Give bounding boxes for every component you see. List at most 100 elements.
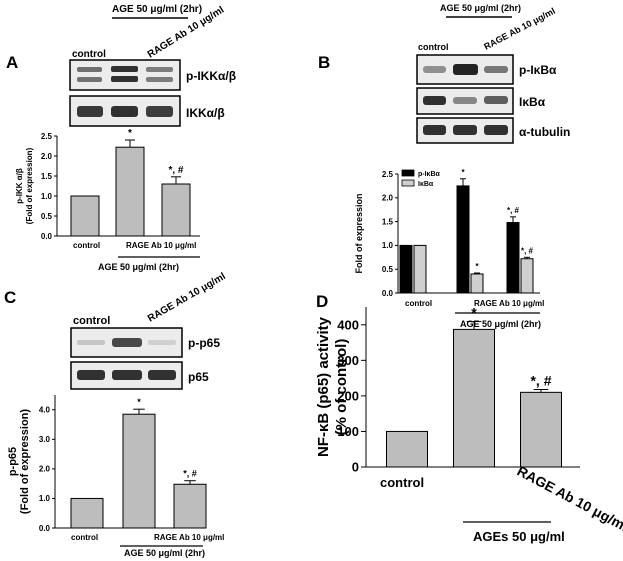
y-tick-label: 2.5 <box>41 132 53 141</box>
x-tick-label-rage: RAGE Ab 10 μg/ml <box>154 533 224 542</box>
panel-letter-d: D <box>316 292 328 311</box>
blot-band <box>146 106 173 117</box>
blot-band <box>484 96 508 104</box>
y-tick-label: 2.0 <box>41 152 53 161</box>
y-tick-label: 0.0 <box>41 232 53 241</box>
chart-d: 0 100 200 300 400 NF-κB (p65) activity (% of c… <box>315 305 623 544</box>
blot-band <box>146 77 173 82</box>
y-tick-label: 0.0 <box>39 524 51 533</box>
x-tick-label-control: control <box>380 475 424 490</box>
significance-label: *, # <box>168 165 183 176</box>
bar <box>173 483 207 529</box>
x-tick-label-rage: RAGE Ab 10 μg/ml <box>474 299 544 308</box>
significance-label: *, # <box>521 246 534 255</box>
y-tick-label: 0 <box>352 460 359 475</box>
blot-label-p-p65: p-p65 <box>188 336 220 350</box>
y-axis-label: (Fold of expression) <box>19 409 31 514</box>
bar <box>520 258 534 294</box>
y-tick-label: 0.0 <box>382 289 394 298</box>
blot-band <box>111 76 138 82</box>
blot-label-p-ikk: p-IKKα/β <box>186 69 236 83</box>
y-axis-label: p-IKK α/β <box>15 168 24 204</box>
y-axis-label: p-p65 <box>7 447 19 476</box>
bar <box>453 328 495 468</box>
blot-label-p65: p65 <box>188 370 209 384</box>
x-tick-label-control: control <box>71 533 98 542</box>
panel-letter-a: A <box>6 53 18 72</box>
panel-a: A AGE 50 μg/ml (2hr) control RAGE Ab 10 … <box>6 4 236 272</box>
panel-b-lane-label-control: control <box>418 42 449 52</box>
significance-label: * <box>137 397 141 407</box>
y-tick-label: 300 <box>337 353 359 368</box>
bar <box>413 244 427 294</box>
y-tick-label: 400 <box>337 317 359 332</box>
blot-band <box>453 125 477 135</box>
significance-label: * <box>475 262 479 271</box>
y-tick-label: 2.5 <box>382 170 394 179</box>
bar <box>520 391 562 468</box>
blot-band <box>484 66 508 73</box>
legend-swatch <box>401 179 415 187</box>
group-label: AGE 50 μg/ml (2hr) <box>98 262 179 272</box>
blot-band <box>111 66 138 72</box>
blot-p-ikk <box>69 59 181 91</box>
bar <box>399 244 413 294</box>
x-tick-label-control: control <box>405 299 432 308</box>
bar <box>70 195 100 237</box>
panel-letter-b: B <box>318 53 330 72</box>
blot-band <box>146 67 173 72</box>
panel-c: C control RAGE Ab 10 μg/ml p-p65 p65 0.0… <box>4 271 228 558</box>
blot-band <box>77 340 105 345</box>
panel-c-lane-label-control: control <box>73 315 110 327</box>
y-tick-label: 3.0 <box>39 435 51 444</box>
y-tick-label: 0.5 <box>41 212 53 221</box>
chart-b: 0.0 0.5 1.0 1.5 2.0 2.5 Fold of expression * *, … <box>354 168 544 329</box>
significance-label: * <box>471 305 477 321</box>
blot-band <box>148 370 176 380</box>
blot-band <box>423 66 446 73</box>
panel-c-lane-label-rage: RAGE Ab 10 μg/ml <box>146 271 228 325</box>
legend-swatch <box>401 169 415 177</box>
blot-band <box>77 106 103 117</box>
blot-band <box>77 77 102 82</box>
blot-band <box>453 64 478 75</box>
y-tick-label: 2.0 <box>39 465 51 474</box>
x-tick-label-rage: RAGE Ab 10 μg/ml <box>126 241 196 250</box>
bar <box>122 413 156 529</box>
y-tick-label: 200 <box>337 388 359 403</box>
blot-band <box>423 125 446 135</box>
y-tick-label: 1.0 <box>382 241 394 250</box>
significance-label: *, # <box>530 372 551 388</box>
panel-b-header-label: AGE 50 μg/ml (2hr) <box>440 3 521 13</box>
blot-band <box>112 370 142 380</box>
chart-a: 0.0 0.5 1.0 1.5 2.0 2.5 p-IKK α/β (Fold of expr… <box>15 128 200 272</box>
bar <box>506 222 520 294</box>
blot-label-ikba: IκBα <box>519 95 546 109</box>
group-label: AGEs 50 μg/ml <box>473 529 565 544</box>
blot-band <box>77 67 102 72</box>
x-tick-label-rage: RAGE Ab 10 μg/ml <box>515 463 623 535</box>
blot-band <box>111 106 138 117</box>
bar <box>161 183 191 237</box>
bar <box>115 146 145 237</box>
group-label: AGE 50 μg/ml (2hr) <box>124 548 205 558</box>
y-tick-label: 1.5 <box>41 172 53 181</box>
group-label: AGE 50 μg/ml (2hr) <box>460 319 541 329</box>
panel-b: B AGE 50 μg/ml (2hr) control RAGE Ab 10 … <box>318 3 570 329</box>
significance-label: *, # <box>183 469 197 479</box>
panel-letter-c: C <box>4 288 16 307</box>
y-tick-label: 0.5 <box>382 265 394 274</box>
blot-band <box>423 96 446 105</box>
blot-band <box>453 97 477 104</box>
x-tick-label-control: control <box>73 241 100 250</box>
blot-band <box>112 338 142 347</box>
y-tick-label: 1.5 <box>382 217 394 226</box>
significance-label: * <box>461 168 465 177</box>
y-axis-label: Fold of expression <box>354 193 364 273</box>
panel-a-header-label: AGE 50 μg/ml (2hr) <box>112 4 202 15</box>
y-tick-label: 1.0 <box>39 494 51 503</box>
blot-label-tubulin: α-tubulin <box>519 125 570 139</box>
y-tick-label: 4.0 <box>39 406 51 415</box>
y-axis-label: (Fold of expression) <box>25 147 34 224</box>
